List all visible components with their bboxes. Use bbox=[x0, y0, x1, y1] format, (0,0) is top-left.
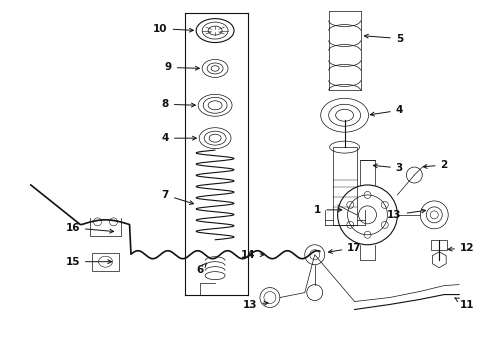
Text: 8: 8 bbox=[162, 99, 196, 109]
Text: 17: 17 bbox=[328, 243, 362, 253]
Text: 1: 1 bbox=[314, 205, 342, 215]
Bar bbox=[431, 240, 447, 250]
Text: 13: 13 bbox=[243, 300, 268, 310]
Text: 4: 4 bbox=[162, 133, 196, 143]
Text: 16: 16 bbox=[66, 223, 114, 233]
Text: 6: 6 bbox=[196, 263, 207, 275]
Text: 4: 4 bbox=[370, 105, 403, 116]
Text: 13: 13 bbox=[387, 209, 425, 220]
Text: 11: 11 bbox=[455, 298, 474, 310]
Text: 7: 7 bbox=[162, 190, 194, 204]
Text: 10: 10 bbox=[153, 24, 194, 33]
Bar bbox=[92, 253, 120, 271]
Text: 2: 2 bbox=[423, 160, 448, 170]
Text: 5: 5 bbox=[365, 33, 403, 44]
Bar bbox=[333, 147, 357, 225]
Text: 14: 14 bbox=[241, 250, 264, 260]
Text: 9: 9 bbox=[165, 62, 199, 72]
Text: 12: 12 bbox=[448, 243, 474, 253]
Text: 3: 3 bbox=[373, 163, 403, 173]
Text: 15: 15 bbox=[66, 257, 112, 267]
